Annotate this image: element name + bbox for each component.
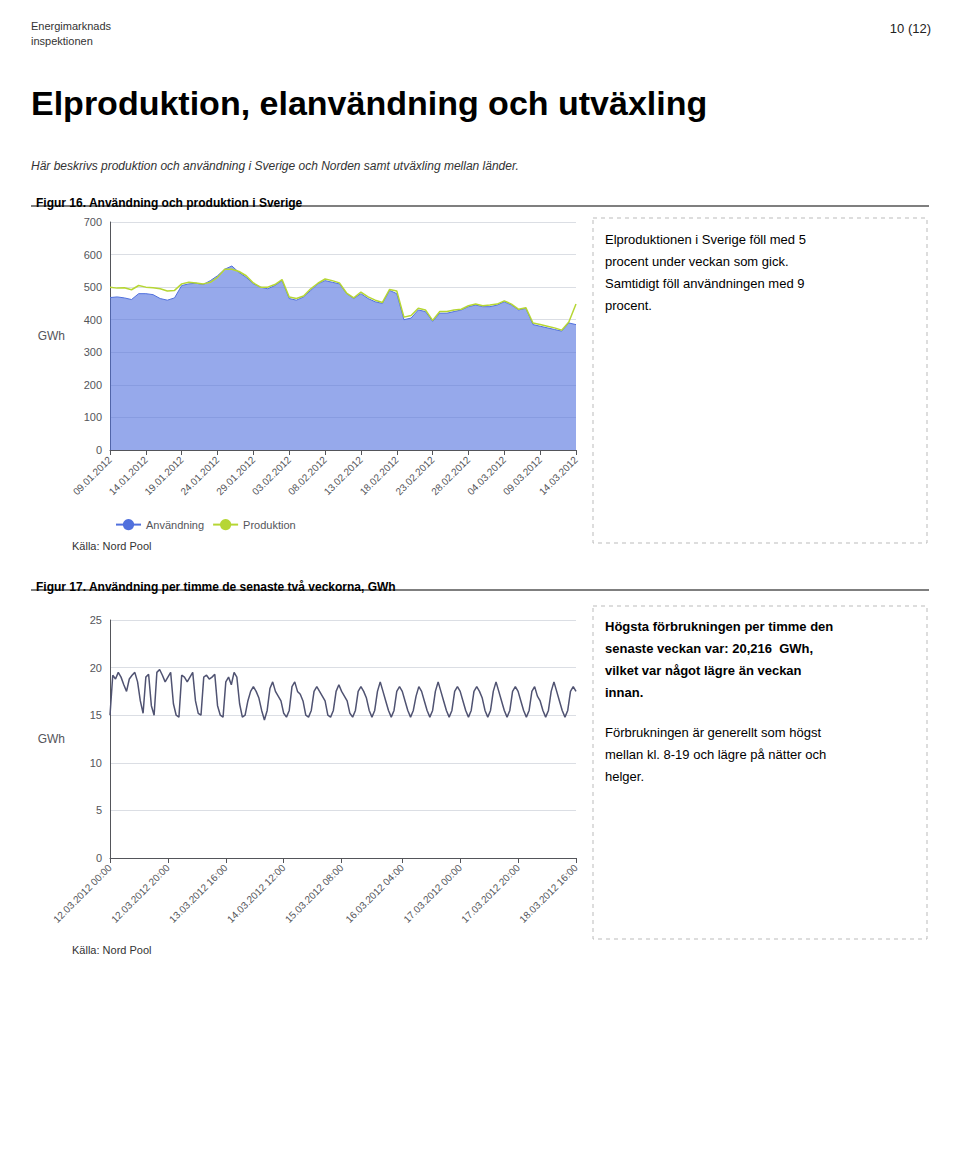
svg-text:Figur 16. Användning och produ: Figur 16. Användning och produktion i Sv…: [36, 196, 303, 210]
svg-text:100: 100: [84, 411, 102, 423]
svg-text:14.03.2012: 14.03.2012: [537, 454, 580, 497]
svg-text:14.01.2012: 14.01.2012: [106, 454, 150, 498]
svg-text:18.03.2012 16:00: 18.03.2012 16:00: [517, 862, 580, 925]
svg-text:Källa: Nord Pool: Källa: Nord Pool: [72, 944, 152, 956]
svg-text:19.01.2012: 19.01.2012: [142, 454, 186, 498]
svg-text:17.03.2012 00:00: 17.03.2012 00:00: [401, 862, 464, 925]
svg-text:Produktion: Produktion: [243, 519, 296, 531]
svg-text:5: 5: [96, 804, 102, 816]
svg-text:03.02.2012: 03.02.2012: [250, 454, 294, 498]
svg-text:Förbrukningen är generellt som: Förbrukningen är generellt som högst: [605, 725, 821, 740]
svg-text:10 (12): 10 (12): [890, 21, 931, 36]
svg-text:Användning: Användning: [146, 519, 204, 531]
svg-text:GWh: GWh: [38, 329, 65, 343]
svg-text:senaste veckan var: 20,216 GW: senaste veckan var: 20,216 GWh,: [605, 641, 813, 656]
svg-text:GWh: GWh: [38, 732, 65, 746]
svg-text:28.02.2012: 28.02.2012: [429, 454, 473, 498]
svg-text:Figur 17. Användning per timme: Figur 17. Användning per timme de senast…: [36, 580, 396, 594]
svg-text:Samtidigt föll användningen me: Samtidigt föll användningen med 9: [605, 276, 804, 291]
svg-text:300: 300: [84, 346, 102, 358]
svg-text:04.03.2012: 04.03.2012: [465, 454, 509, 498]
svg-text:23.02.2012: 23.02.2012: [393, 454, 437, 498]
svg-text:400: 400: [84, 314, 102, 326]
svg-text:procent.: procent.: [605, 298, 652, 313]
svg-text:Högsta förbrukningen per timme: Högsta förbrukningen per timme den: [605, 619, 833, 634]
svg-text:600: 600: [84, 249, 102, 261]
svg-text:200: 200: [84, 379, 102, 391]
svg-text:Energimarknads: Energimarknads: [31, 20, 112, 32]
svg-text:Elproduktionen i Sverige föll: Elproduktionen i Sverige föll med 5: [605, 232, 806, 247]
svg-text:15.03.2012 08:00: 15.03.2012 08:00: [283, 862, 346, 925]
svg-text:13.02.2012: 13.02.2012: [321, 454, 365, 498]
svg-text:09.03.2012: 09.03.2012: [500, 454, 544, 498]
svg-text:17.03.2012 20:00: 17.03.2012 20:00: [459, 862, 522, 925]
svg-text:14.03.2012 12:00: 14.03.2012 12:00: [225, 862, 288, 925]
svg-text:700: 700: [84, 216, 102, 228]
svg-text:0: 0: [96, 852, 102, 864]
svg-text:12.03.2012 00:00: 12.03.2012 00:00: [51, 862, 114, 925]
svg-text:16.03.2012 04:00: 16.03.2012 04:00: [343, 862, 406, 925]
svg-text:24.01.2012: 24.01.2012: [178, 454, 222, 498]
svg-text:08.02.2012: 08.02.2012: [285, 454, 329, 498]
svg-text:12.03.2012 20:00: 12.03.2012 20:00: [109, 862, 172, 925]
svg-text:0: 0: [96, 444, 102, 456]
svg-text:18.02.2012: 18.02.2012: [357, 454, 401, 498]
svg-text:10: 10: [90, 757, 102, 769]
svg-text:helger.: helger.: [605, 769, 644, 784]
svg-text:13.03.2012 16:00: 13.03.2012 16:00: [167, 862, 230, 925]
svg-text:inspektionen: inspektionen: [31, 35, 93, 47]
svg-text:Elproduktion, elanvändning och: Elproduktion, elanvändning och utväxling: [31, 84, 707, 122]
svg-text:15: 15: [90, 709, 102, 721]
svg-text:29.01.2012: 29.01.2012: [214, 454, 258, 498]
svg-text:25: 25: [90, 614, 102, 626]
svg-text:Källa: Nord Pool: Källa: Nord Pool: [72, 540, 152, 552]
svg-text:procent under veckan som gick.: procent under veckan som gick.: [605, 254, 789, 269]
svg-text:vilket var något lägre än veck: vilket var något lägre än veckan: [605, 663, 802, 678]
svg-text:mellan kl. 8-19 och lägre på n: mellan kl. 8-19 och lägre på nätter och: [605, 747, 826, 762]
svg-text:20: 20: [90, 662, 102, 674]
svg-text:500: 500: [84, 281, 102, 293]
svg-text:Här beskrivs produktion och an: Här beskrivs produktion och användning i…: [31, 159, 519, 173]
svg-text:innan.: innan.: [605, 685, 643, 700]
svg-text:09.01.2012: 09.01.2012: [70, 454, 114, 498]
